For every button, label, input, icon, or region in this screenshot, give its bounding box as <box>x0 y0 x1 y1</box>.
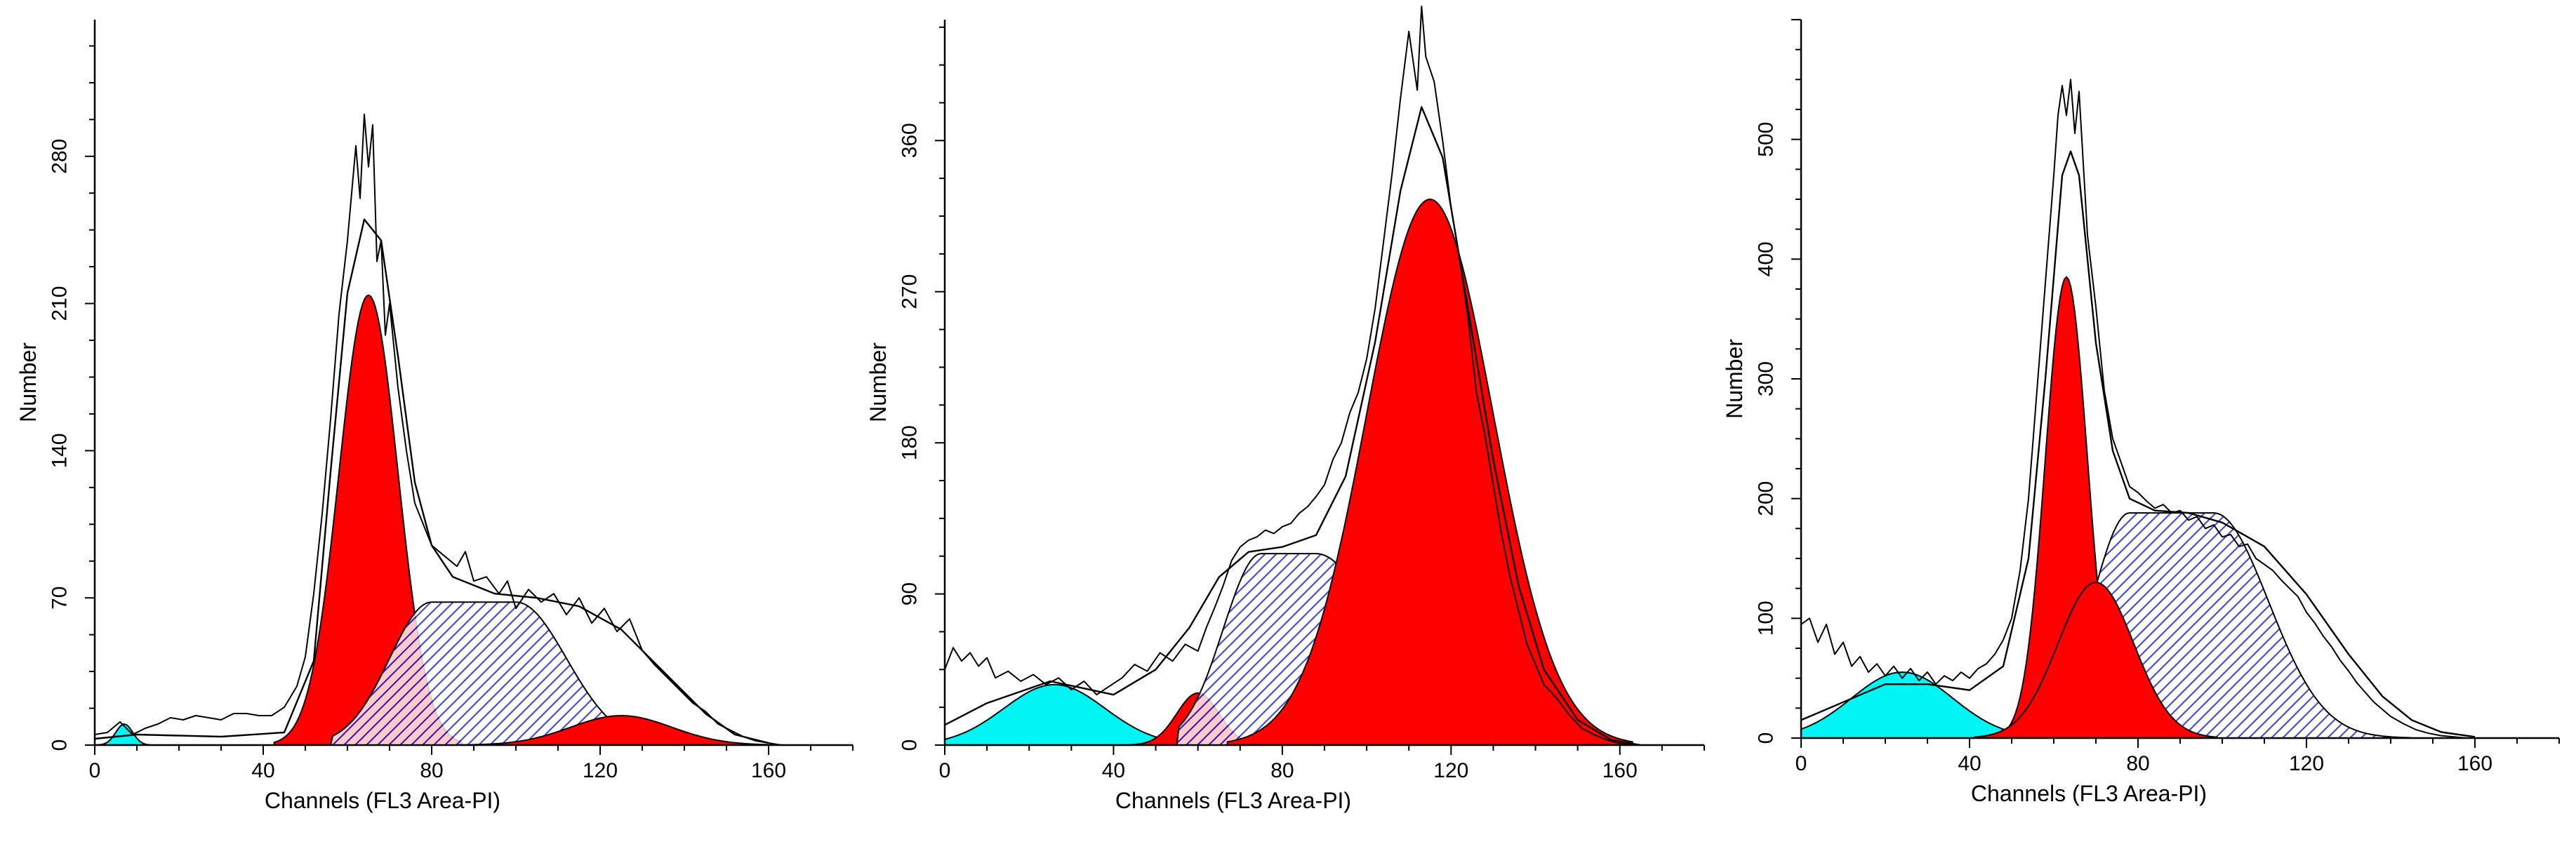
x-tick-label: 0 <box>89 759 101 782</box>
raw-data-line <box>94 113 782 746</box>
x-tick-label: 160 <box>1602 759 1638 782</box>
x-tick-label: 40 <box>1958 752 1981 775</box>
x-tick-label: 120 <box>2289 752 2324 775</box>
y-tick-group: 0 70 140 210 280 <box>48 45 95 751</box>
x-tick-group: 0 40 80 120 160 <box>89 745 854 782</box>
x-tick-label: 40 <box>1102 759 1125 782</box>
x-tick-group: 0 40 80 120 160 <box>1795 738 2560 775</box>
fit-envelope-line <box>94 218 769 744</box>
raw-data-line <box>1800 79 2467 739</box>
y-tick-label: 300 <box>1755 361 1778 396</box>
y-tick-label: 200 <box>1755 481 1778 516</box>
x-axis-title: Channels (FL3 Area-PI) <box>265 788 500 813</box>
fit-envelope-line <box>944 106 1642 746</box>
y-tick-label: 400 <box>1755 241 1778 276</box>
fit-envelope-line <box>1800 150 2476 738</box>
g2-m-component-area <box>458 714 783 746</box>
x-axis-title: Channels (FL3 Area-PI) <box>1115 788 1351 813</box>
g2-m-component-area <box>1974 582 2219 739</box>
x-tick-label: 120 <box>1433 759 1468 782</box>
raw-data-line <box>944 5 1633 746</box>
y-tick-label: 90 <box>898 582 922 605</box>
y-tick-label: 210 <box>48 286 72 321</box>
y-tick-group: 0 90 180 270 360 <box>898 26 945 751</box>
y-tick-label: 0 <box>48 739 72 751</box>
histogram-panel-3: 0 100 200 300 400 500 0 40 80 120 160 Channels (F… <box>1722 19 2560 806</box>
x-tick-label: 80 <box>420 759 443 782</box>
y-axis-title: Number <box>1722 339 1747 419</box>
x-tick-label: 160 <box>751 759 786 782</box>
y-axis-title: Number <box>15 342 41 422</box>
y-tick-label: 70 <box>48 587 72 610</box>
x-tick-label: 0 <box>939 759 951 782</box>
y-axis-title: Number <box>865 342 891 422</box>
x-tick-label: 160 <box>2457 752 2492 775</box>
x-tick-label: 0 <box>1795 752 1807 775</box>
y-tick-group: 0 100 200 300 400 500 <box>1755 19 1801 744</box>
y-tick-label: 500 <box>1755 122 1778 157</box>
histogram-panel-2: 0 90 180 270 360 0 40 80 120 160 Channels (FL3 A… <box>865 5 1705 813</box>
y-tick-label: 0 <box>1755 732 1778 744</box>
plot-area <box>1800 79 2476 739</box>
y-tick-label: 360 <box>898 123 922 158</box>
y-tick-label: 100 <box>1755 601 1778 636</box>
y-tick-label: 140 <box>48 433 72 468</box>
plot-area <box>944 5 1642 746</box>
x-tick-label: 80 <box>2126 752 2149 775</box>
x-tick-label: 40 <box>251 759 274 782</box>
x-tick-label: 80 <box>1270 759 1294 782</box>
plot-area <box>94 113 783 746</box>
g2-m-component-area <box>1226 199 1633 746</box>
debris-component-area <box>96 723 152 746</box>
x-tick-label: 120 <box>583 759 618 782</box>
histogram-panel-1: 0 70 140 210 280 0 40 80 120 160 Channels (FL3 A… <box>15 20 854 813</box>
y-tick-label: 280 <box>48 139 72 174</box>
y-tick-label: 0 <box>898 739 922 751</box>
y-tick-label: 270 <box>898 274 922 309</box>
x-axis-title: Channels (FL3 Area-PI) <box>1971 781 2207 806</box>
x-tick-group: 0 40 80 120 160 <box>939 745 1705 782</box>
y-tick-label: 180 <box>898 425 922 460</box>
